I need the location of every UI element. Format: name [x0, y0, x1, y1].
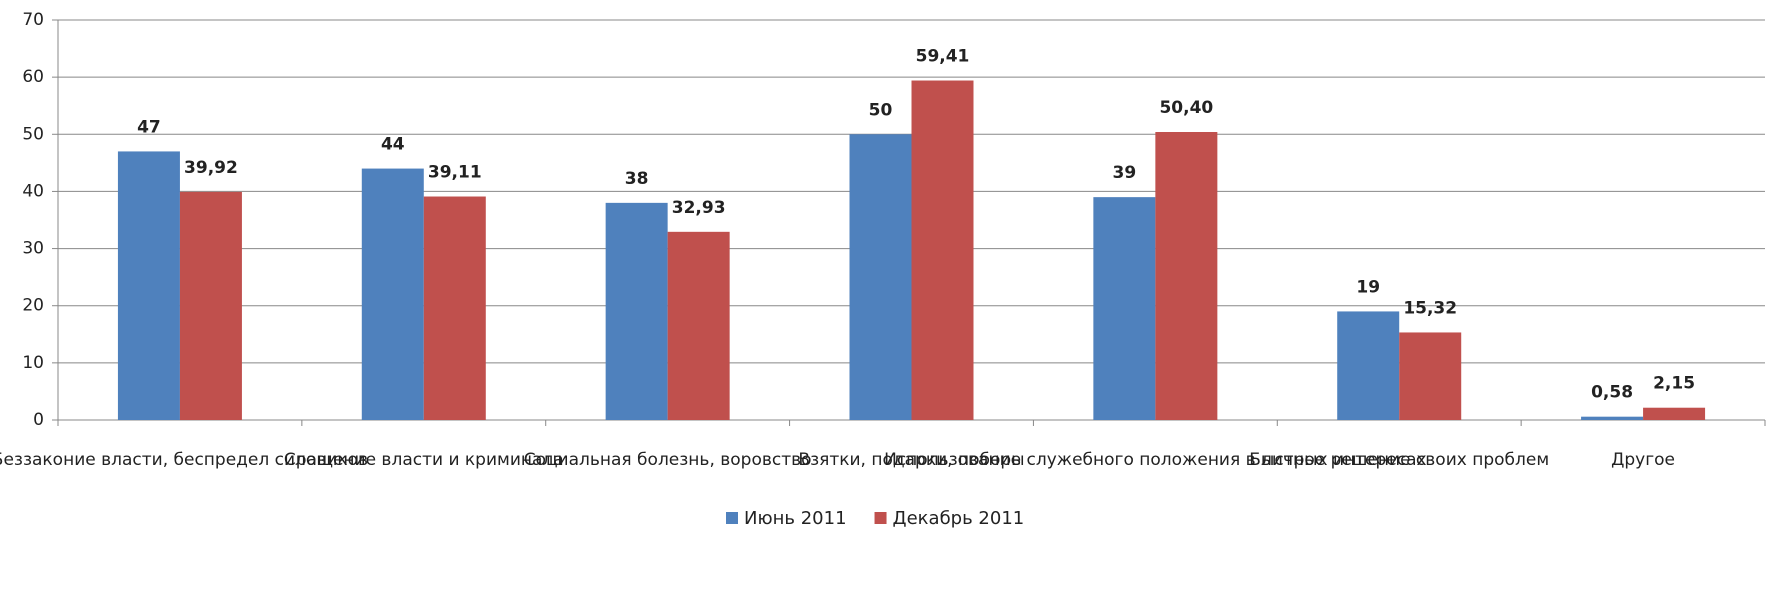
- y-tick-label: 30: [22, 239, 44, 259]
- value-label: 0,58: [1591, 383, 1633, 403]
- value-label: 39,11: [428, 163, 482, 183]
- y-tick-label: 40: [22, 181, 44, 201]
- y-tick-label: 60: [22, 67, 44, 87]
- y-tick-label: 20: [22, 296, 44, 316]
- value-label: 32,93: [672, 198, 726, 218]
- y-tick-label: 10: [22, 353, 44, 373]
- value-label: 39,92: [184, 158, 238, 178]
- bar: [911, 80, 974, 420]
- y-tick-label: 70: [22, 10, 44, 30]
- value-label: 59,41: [916, 47, 970, 67]
- bar: [1399, 332, 1462, 420]
- x-tick-label: Быстрое решение своих проблем: [1249, 450, 1549, 470]
- y-tick-label: 50: [22, 124, 44, 144]
- bar: [605, 202, 668, 420]
- bar: [117, 151, 180, 420]
- x-tick-label: Использование служебного положения в лич…: [884, 450, 1426, 470]
- bar: [1337, 311, 1400, 420]
- x-tick-label: Другое: [1611, 450, 1675, 470]
- value-label: 19: [1356, 277, 1380, 297]
- y-tick-label: 0: [33, 410, 44, 430]
- value-label: 47: [137, 117, 161, 137]
- value-label: 39: [1113, 163, 1137, 183]
- bar: [1581, 416, 1644, 420]
- value-label: 2,15: [1653, 374, 1695, 394]
- legend-swatch: [874, 512, 887, 524]
- bar: [423, 196, 486, 420]
- x-tick-label: Сращение власти и криминала: [284, 450, 564, 470]
- bar: [361, 168, 424, 420]
- x-tick-label: Взятки, подарки, поборы: [798, 450, 1024, 470]
- legend-label: Декабрь 2011: [893, 508, 1025, 529]
- legend-label: Июнь 2011: [744, 508, 847, 529]
- x-tick-label: Беззаконие власти, беспредел силовиков: [0, 450, 368, 470]
- value-label: 15,32: [1403, 298, 1457, 318]
- bar: [1643, 407, 1706, 420]
- bar: [667, 231, 730, 420]
- value-label: 50,40: [1159, 98, 1213, 118]
- bar: [1093, 197, 1156, 420]
- bar: [179, 191, 242, 420]
- value-label: 38: [625, 169, 649, 189]
- value-label: 44: [381, 135, 405, 155]
- legend-swatch: [726, 512, 738, 524]
- value-label: 50: [869, 100, 893, 120]
- bar: [849, 134, 912, 421]
- bar: [1155, 132, 1218, 420]
- x-tick-label: Социальная болезнь, воровство: [524, 450, 812, 470]
